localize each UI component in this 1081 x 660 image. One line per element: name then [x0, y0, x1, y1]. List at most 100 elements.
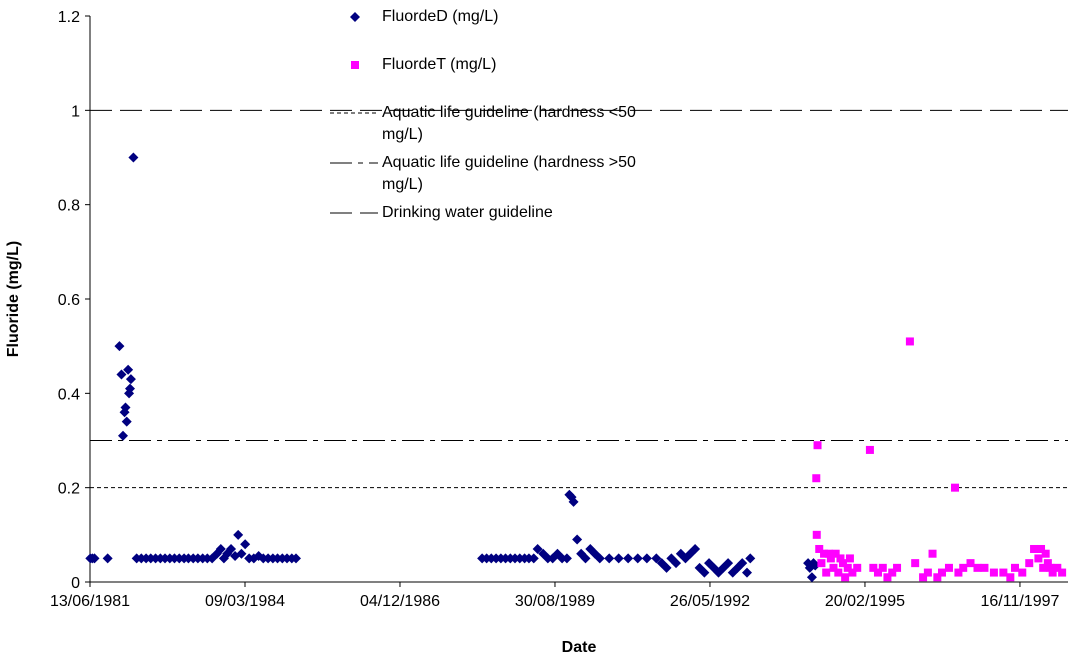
- diamond-marker: [236, 548, 247, 559]
- y-tick-label: 0.6: [58, 292, 80, 309]
- diamond-marker: [114, 341, 125, 352]
- square-marker: [1018, 568, 1027, 577]
- diamond-marker: [125, 374, 136, 385]
- square-marker: [966, 559, 975, 568]
- square-marker: [812, 474, 821, 483]
- square-marker: [817, 559, 826, 568]
- diamond-marker: [568, 496, 579, 507]
- diamond-marker: [124, 383, 135, 394]
- diamond-marker: [226, 543, 237, 554]
- square-marker: [951, 483, 960, 492]
- diamond-marker: [233, 529, 244, 540]
- legend-symbol: [330, 112, 378, 114]
- square-marker: [923, 568, 932, 577]
- diamond-marker: [623, 553, 634, 564]
- square-marker: [944, 563, 953, 572]
- square-marker: [919, 573, 928, 582]
- x-tick-label: 20/02/1995: [825, 593, 905, 610]
- square-marker: [351, 61, 359, 69]
- x-tick-label: 26/05/1992: [670, 593, 750, 610]
- x-tick-label: 30/08/1989: [515, 593, 595, 610]
- square-marker: [928, 549, 937, 558]
- square-marker: [893, 563, 902, 572]
- x-axis-title: Date: [562, 639, 597, 656]
- square-marker: [980, 563, 989, 572]
- y-tick-label: 0.4: [58, 386, 80, 403]
- square-marker: [841, 573, 850, 582]
- square-marker: [1025, 559, 1034, 568]
- square-marker: [843, 563, 852, 572]
- square-marker: [989, 568, 998, 577]
- square-marker: [826, 554, 835, 563]
- square-marker: [853, 563, 862, 572]
- diamond-marker: [604, 553, 615, 564]
- x-tick-label: 16/11/1997: [981, 593, 1060, 610]
- diamond-marker: [240, 539, 251, 550]
- y-tick-label: 1: [71, 103, 80, 120]
- square-marker: [999, 568, 1008, 577]
- diamond-marker: [661, 562, 672, 573]
- diamond-marker: [89, 553, 100, 564]
- diamond-marker: [128, 152, 139, 163]
- legend-symbol: [330, 162, 378, 164]
- square-marker: [1048, 568, 1057, 577]
- legend-item: Drinking water guideline: [328, 202, 678, 224]
- y-tick-label: 0.8: [58, 198, 80, 215]
- square-marker: [888, 568, 897, 577]
- legend-item: FluordeD (mg/L): [328, 6, 678, 28]
- x-tick-label: 09/03/1984: [205, 593, 285, 610]
- diamond-marker: [290, 553, 301, 564]
- diamond-marker: [532, 543, 543, 554]
- y-tick-label: 0.2: [58, 481, 80, 498]
- diamond-marker: [350, 12, 360, 22]
- legend-item: FluordeT (mg/L): [328, 54, 678, 76]
- legend-label: FluordeD (mg/L): [382, 8, 499, 25]
- square-marker: [845, 554, 854, 563]
- y-axis-title: Fluoride (mg/L): [5, 241, 22, 357]
- y-tick-label: 1.2: [58, 9, 80, 26]
- square-marker: [824, 549, 833, 558]
- diamond-marker: [123, 364, 134, 375]
- diamond-marker: [742, 567, 753, 578]
- diamond-marker: [102, 553, 113, 564]
- diamond-marker: [699, 567, 710, 578]
- square-marker: [813, 441, 822, 450]
- square-marker: [1043, 559, 1052, 568]
- legend-symbol: [330, 212, 378, 214]
- square-marker: [937, 568, 946, 577]
- square-marker: [883, 573, 892, 582]
- diamond-marker: [118, 430, 129, 441]
- legend-symbol: [350, 12, 360, 22]
- legend-label: Aquatic life guideline (hardness <50 mg/…: [382, 104, 636, 143]
- square-marker: [831, 549, 840, 558]
- y-tick-label: 0: [71, 575, 80, 592]
- diamond-marker: [723, 558, 734, 569]
- legend-label: FluordeT (mg/L): [382, 56, 497, 73]
- legend-item: Aquatic life guideline (hardness <50 mg/…: [328, 102, 678, 146]
- square-marker: [829, 563, 838, 572]
- square-marker: [911, 559, 920, 568]
- square-marker: [1039, 563, 1048, 572]
- diamond-marker: [572, 534, 583, 545]
- diamond-marker: [737, 558, 748, 569]
- square-marker: [838, 559, 847, 568]
- square-marker: [1058, 568, 1067, 577]
- square-marker: [1006, 573, 1015, 582]
- square-marker: [959, 563, 968, 572]
- diamond-marker: [613, 553, 624, 564]
- square-marker: [1046, 563, 1055, 572]
- diamond-marker: [528, 553, 539, 564]
- square-marker: [836, 554, 845, 563]
- x-tick-label: 13/06/1981: [50, 593, 130, 610]
- square-marker: [820, 549, 829, 558]
- square-marker: [933, 573, 942, 582]
- legend-label: Aquatic life guideline (hardness >50 mg/…: [382, 154, 636, 193]
- square-marker: [822, 568, 831, 577]
- square-marker: [873, 568, 882, 577]
- diamond-marker: [121, 416, 132, 427]
- diamond-marker: [116, 369, 127, 380]
- square-marker: [1037, 544, 1046, 553]
- square-marker: [1030, 544, 1039, 553]
- square-marker: [869, 563, 878, 572]
